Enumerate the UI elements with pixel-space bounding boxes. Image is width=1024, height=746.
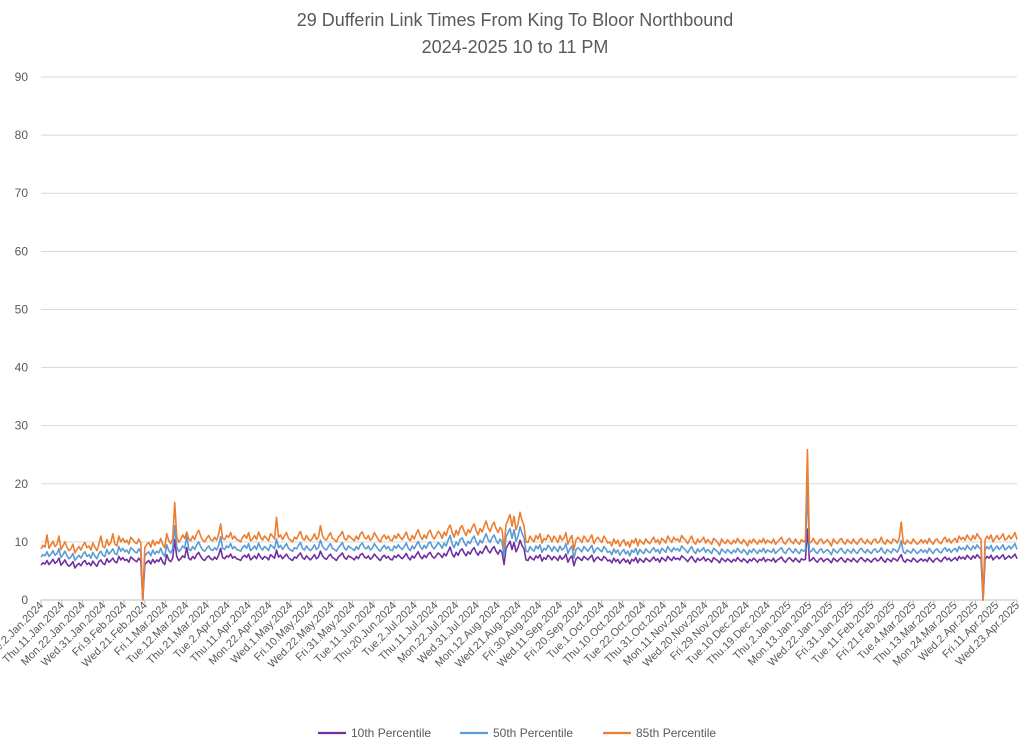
- chart-subtitle: 2024-2025 10 to 11 PM: [422, 37, 609, 57]
- y-tick-label: 60: [15, 244, 29, 258]
- legend: 10th Percentile 50th Percentile 85th Perce…: [318, 726, 716, 740]
- legend-label: 10th Percentile: [351, 726, 431, 740]
- legend-label: 50th Percentile: [493, 726, 573, 740]
- series-line-85th-percentile: [40, 448, 1018, 601]
- series-line-10th-percentile: [40, 528, 1018, 601]
- series-lines: [40, 448, 1018, 601]
- y-tick-label: 80: [15, 128, 29, 142]
- y-tick-label: 0: [21, 593, 28, 607]
- y-tick-label: 90: [15, 70, 29, 84]
- y-tick-label: 50: [15, 302, 29, 316]
- chart-title: 29 Dufferin Link Times From King To Bloo…: [297, 10, 734, 30]
- y-tick-label: 30: [15, 419, 29, 433]
- y-tick-label: 40: [15, 361, 29, 375]
- x-axis-ticks: Tue.2.Jan.2024Thu.11.Jan.2024Mon.22.Jan.…: [0, 600, 1022, 671]
- legend-label: 85th Percentile: [636, 726, 716, 740]
- y-tick-label: 20: [15, 477, 29, 491]
- gridlines: [41, 76, 1017, 601]
- y-tick-label: 70: [15, 186, 29, 200]
- series-line-50th-percentile: [40, 485, 1018, 601]
- y-axis-ticks: 0 10 20 30 40 50 60 70 80 90: [15, 70, 29, 607]
- y-tick-label: 10: [15, 535, 29, 549]
